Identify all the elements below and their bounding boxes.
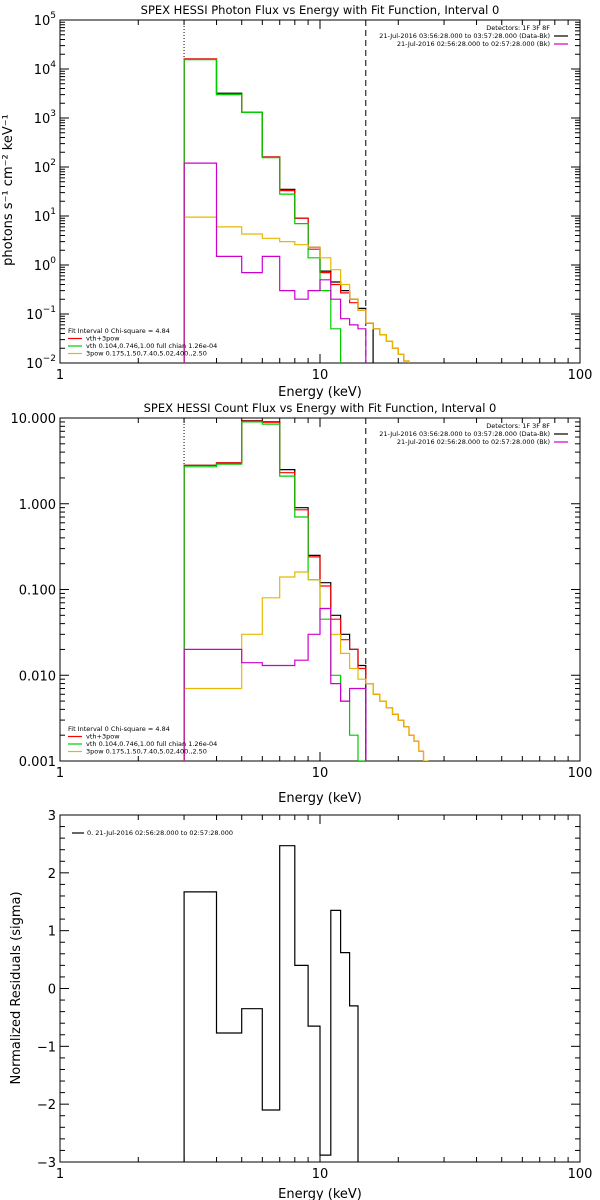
y-tick-label: 1 bbox=[48, 925, 56, 940]
fit-legend-line: Fit Interval 0 Chi-square = 4.84 bbox=[68, 725, 170, 733]
x-tick-label: 1 bbox=[56, 1167, 64, 1182]
count-flux-panel: SPEX HESSI Count Flux vs Energy with Fit… bbox=[11, 401, 593, 806]
fit-legend-line: 3pow 0.175,1.50,7.40,5.02,400.,2.50 bbox=[86, 748, 207, 756]
y-tick-label: 101 bbox=[34, 207, 56, 225]
y-tick-label: −1 bbox=[37, 1040, 56, 1055]
series-vth bbox=[183, 59, 342, 363]
fit-legend-line: vth 0.104,0.746,1.00 full chian 1.26e-04 bbox=[86, 740, 217, 748]
series-3pow bbox=[183, 216, 410, 363]
photon-flux-title: SPEX HESSI Photon Flux vs Energy with Fi… bbox=[141, 3, 500, 17]
residual-legend-label: 0. 21-Jul-2016 02:56:28.000 to 02:57:28.… bbox=[87, 829, 233, 837]
fit-legend-line: Fit Interval 0 Chi-square = 4.84 bbox=[68, 327, 170, 335]
info-line: Detectors: 1F 3F 8F bbox=[486, 422, 550, 430]
x-tick-label: 1 bbox=[56, 368, 64, 383]
series-data-bk bbox=[183, 58, 374, 363]
y-tick-label: 103 bbox=[34, 109, 56, 127]
x-tick-label: 1 bbox=[56, 766, 64, 781]
fit-legend-line: 3pow 0.175,1.50,7.40,5.02,400.,2.50 bbox=[86, 350, 207, 358]
info-line: 21-Jul-2016 02:56:28.000 to 02:57:28.000… bbox=[397, 40, 550, 48]
x-tick-label: 10 bbox=[312, 766, 329, 781]
y-tick-label: 105 bbox=[34, 11, 56, 29]
photon-flux-plot: 1 10 100 10−2 10−1 100 101 102 103 104 105 Detector… bbox=[26, 11, 592, 383]
y-tick-label: 0.010 bbox=[19, 669, 56, 684]
photon-flux-panel: SPEX HESSI Photon Flux vs Energy with Fi… bbox=[1, 3, 592, 400]
y-tick-label: −3 bbox=[37, 1156, 56, 1171]
y-tick-label: 0 bbox=[48, 983, 56, 998]
info-line: 21-Jul-2016 03:56:28.000 to 03:57:28.000… bbox=[379, 430, 550, 438]
series-vth-3pow bbox=[183, 58, 410, 363]
series-bk bbox=[183, 607, 367, 761]
series-bk bbox=[183, 162, 367, 363]
x-tick-label: 100 bbox=[568, 368, 593, 383]
count-flux-plot: 1 10 100 0.001 0.010 0.100 1.000 10.000 Detector… bbox=[11, 412, 593, 781]
y-tick-label: 10.000 bbox=[11, 412, 57, 427]
photon-flux-xlabel: Energy (keV) bbox=[278, 385, 362, 400]
residuals-ylabel: Normalized Residuals (sigma) bbox=[9, 891, 24, 1084]
x-tick-label: 10 bbox=[312, 368, 329, 383]
info-line: Detectors: 1F 3F 8F bbox=[486, 24, 550, 32]
y-tick-label: 104 bbox=[34, 60, 57, 78]
x-tick-label: 100 bbox=[568, 1167, 593, 1182]
fit-legend-line: vth+3pow bbox=[86, 335, 120, 343]
series-3pow bbox=[183, 571, 429, 761]
series-vth-3pow bbox=[183, 420, 425, 761]
y-tick-label: −2 bbox=[37, 1098, 56, 1113]
x-tick-label: 100 bbox=[568, 766, 593, 781]
y-tick-label: 3 bbox=[48, 809, 56, 824]
series-data-bk bbox=[183, 420, 367, 761]
count-flux-title: SPEX HESSI Count Flux vs Energy with Fit… bbox=[144, 401, 497, 415]
info-line: 21-Jul-2016 02:56:28.000 to 02:57:28.000… bbox=[397, 438, 550, 446]
y-tick-label: 100 bbox=[34, 256, 57, 274]
y-tick-label: 2 bbox=[48, 867, 56, 882]
y-tick-label: 0.001 bbox=[19, 755, 56, 770]
series-0-21-jul-2016-02-56-28-000-to-02-57-28-000 bbox=[183, 845, 359, 1162]
residuals-panel: 1 10 100 −3 −2 −1 0 1 2 3 0. 21-Jul-2016 02:56:28.… bbox=[9, 809, 592, 1200]
photon-flux-frame bbox=[59, 19, 581, 364]
photon-flux-ylabel: photons s⁻¹ cm⁻² keV⁻¹ bbox=[1, 114, 16, 266]
fit-legend-line: vth 0.104,0.746,1.00 full chian 1.26e-04 bbox=[86, 342, 217, 350]
residuals-plot: 1 10 100 −3 −2 −1 0 1 2 3 0. 21-Jul-2016 02:56:28.… bbox=[37, 809, 593, 1182]
y-tick-label: 10−1 bbox=[26, 305, 56, 323]
count-flux-xlabel: Energy (keV) bbox=[278, 791, 362, 806]
residuals-xlabel: Energy (keV) bbox=[278, 1187, 362, 1200]
y-tick-label: 1.000 bbox=[19, 498, 56, 513]
series-vth bbox=[183, 421, 367, 761]
x-tick-label: 10 bbox=[312, 1167, 329, 1182]
y-tick-label: 0.100 bbox=[19, 584, 56, 599]
fit-legend-line: vth+3pow bbox=[86, 733, 120, 741]
y-tick-label: 10−2 bbox=[26, 354, 56, 372]
y-tick-label: 102 bbox=[34, 158, 56, 176]
info-line: 21-Jul-2016 03:56:28.000 to 03:57:28.000… bbox=[379, 32, 550, 40]
